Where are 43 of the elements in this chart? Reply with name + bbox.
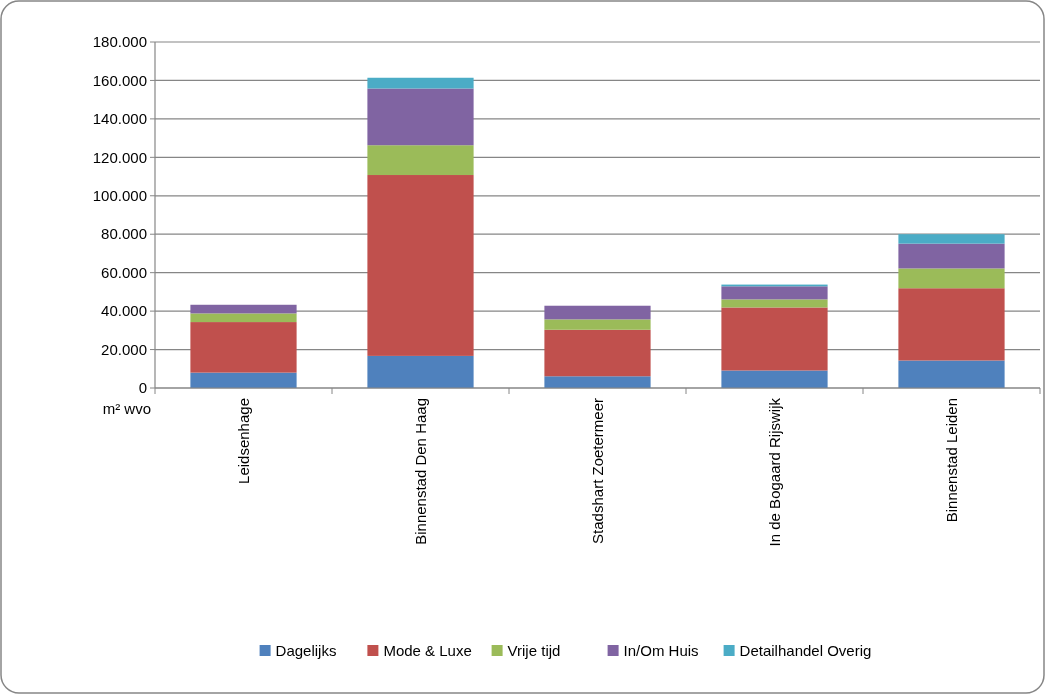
bar [898, 360, 1005, 388]
x-tick-label: In de Bogaard Rijswijk [765, 397, 783, 547]
y-tick-label: 40.000 [101, 302, 147, 320]
bar [544, 329, 651, 377]
bar [544, 376, 651, 388]
bar [190, 322, 297, 373]
y-axis-title: m² wvo [102, 400, 151, 417]
bar [367, 145, 474, 176]
y-tick-label: 20.000 [101, 340, 147, 358]
bar [898, 234, 1005, 244]
y-tick-label: 0 [138, 379, 147, 397]
legend-label: In/Om Huis [623, 642, 699, 660]
bar [190, 304, 297, 314]
bar [367, 175, 474, 356]
bar [367, 77, 474, 89]
y-tick-label: 140.000 [92, 110, 147, 128]
legend-label: Detailhandel Overig [739, 642, 872, 660]
bar [898, 268, 1005, 289]
legend-label: Dagelijks [275, 642, 337, 660]
legend-label: Mode & Luxe [383, 642, 472, 660]
y-tick-label: 180.000 [92, 33, 147, 51]
legend-label: Vrije tijd [507, 642, 561, 660]
bar [190, 372, 297, 388]
bar [367, 355, 474, 388]
y-tick-label: 60.000 [101, 263, 147, 281]
y-tick-label: 80.000 [101, 225, 147, 243]
x-tick-label: Binnenstad Leiden [942, 398, 960, 523]
y-tick-label: 160.000 [92, 71, 147, 89]
x-tick-label: Binnenstad Den Haag [411, 398, 429, 545]
bar [721, 307, 828, 371]
y-tick-label: 120.000 [92, 148, 147, 166]
bar [544, 319, 651, 330]
y-tick-label: 100.000 [92, 187, 147, 205]
bar [898, 243, 1005, 269]
bar [544, 305, 651, 320]
bar [721, 299, 828, 308]
bar [721, 286, 828, 300]
bar [721, 370, 828, 388]
x-tick-label: Leidsenhage [234, 398, 252, 484]
bar [367, 88, 474, 146]
bar [190, 313, 297, 323]
x-tick-label: Stadshart Zoetermeer [588, 398, 606, 544]
bar [898, 288, 1005, 361]
